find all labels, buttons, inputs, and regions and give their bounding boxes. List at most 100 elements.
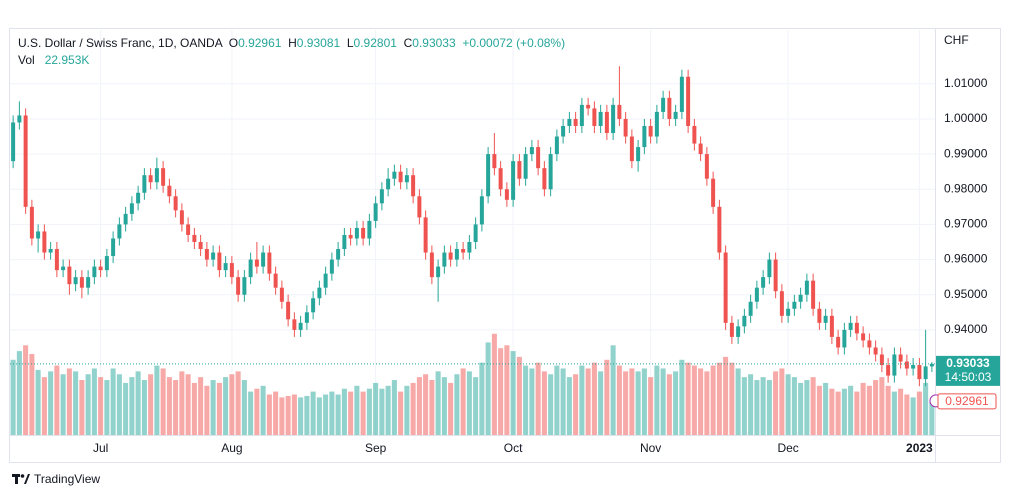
volume-bar <box>785 374 791 435</box>
candle-body <box>842 329 847 348</box>
candle-body <box>536 147 541 169</box>
volume-bar <box>479 362 485 435</box>
volume-bar <box>329 391 335 435</box>
volume-bar <box>166 377 172 435</box>
candle-body <box>323 273 328 288</box>
volume-bar <box>141 380 147 435</box>
candle-body <box>11 122 16 162</box>
volume-bar <box>779 368 785 435</box>
candle-body <box>211 252 216 260</box>
volume-bar <box>591 362 597 435</box>
candle-body <box>173 196 178 211</box>
volume-bar <box>385 385 391 435</box>
y-tick-label: 0.95000 <box>944 287 988 301</box>
candle-body <box>179 210 184 225</box>
volume-bar <box>485 342 491 435</box>
candle-body <box>379 189 384 204</box>
candle-body <box>467 241 472 253</box>
volume-bar <box>366 388 372 435</box>
prev-close-label: 0.92961 <box>945 394 989 408</box>
candle-body <box>117 224 122 239</box>
candle-body <box>67 266 72 285</box>
candle-body <box>486 154 491 197</box>
volume-bar <box>835 391 841 435</box>
candle-body <box>392 171 397 179</box>
volume-bar <box>904 394 910 435</box>
candle-body <box>36 231 41 239</box>
candle-body <box>567 118 572 126</box>
volume-bar <box>291 394 297 435</box>
volume-bar <box>810 377 816 435</box>
volume-bar <box>710 365 716 435</box>
candle-body <box>29 206 34 239</box>
volume-bar <box>398 391 404 435</box>
candle-layer <box>11 66 934 387</box>
candle-body <box>679 76 684 112</box>
volume-bar <box>523 365 529 435</box>
volume-bar <box>791 377 797 435</box>
candle-body <box>248 259 253 278</box>
candle-body <box>498 168 503 190</box>
volume-layer <box>10 333 935 435</box>
candle-body <box>61 266 66 271</box>
volume-bar <box>585 368 591 435</box>
candle-body <box>554 136 559 155</box>
volume-bar <box>716 362 722 435</box>
volume-bar <box>373 382 379 435</box>
candle-body <box>629 136 634 162</box>
volume-bar <box>354 385 360 435</box>
candle-body <box>811 280 816 309</box>
candle-body <box>448 252 453 260</box>
volume-bar <box>191 382 197 435</box>
change: +0.00072 (+0.08%) <box>462 36 566 50</box>
candle-body <box>892 354 897 376</box>
candle-body <box>604 111 609 134</box>
volume-bar <box>41 377 47 435</box>
y-tick-label: 0.98000 <box>944 181 988 195</box>
volume-bar <box>91 368 97 435</box>
volume-bar <box>873 380 879 435</box>
candle-body <box>867 340 872 348</box>
candle-body <box>386 178 391 190</box>
volume-bar <box>104 380 110 435</box>
candle-body <box>742 315 747 327</box>
candle-body <box>917 365 922 380</box>
candle-body <box>479 196 484 225</box>
prev-close-box <box>937 393 997 410</box>
candle-body <box>504 189 509 200</box>
volume-bar <box>885 385 891 435</box>
candle-body <box>42 231 47 253</box>
volume-bar <box>54 365 60 435</box>
y-tick-label: 0.96000 <box>944 252 988 266</box>
volume-bar <box>841 388 847 435</box>
volume-bar <box>29 354 35 435</box>
ohlc-value: 0.93081 <box>296 36 341 50</box>
candle-body <box>648 125 653 137</box>
volume-key: Vol <box>18 53 35 67</box>
volume-bar <box>698 368 704 435</box>
candle-body <box>823 315 828 323</box>
candle-body <box>586 104 591 109</box>
candle-body <box>461 249 466 253</box>
candle-body <box>192 234 197 242</box>
candle-body <box>398 171 403 183</box>
volume-bar <box>610 345 616 435</box>
volume-bar <box>735 368 741 435</box>
volume-bar <box>566 377 572 435</box>
volume-bar <box>229 374 235 435</box>
volume-bar <box>723 356 729 435</box>
volume-bar <box>204 385 210 435</box>
candle-body <box>442 252 447 267</box>
volume-bar <box>98 377 104 435</box>
volume-bar <box>829 388 835 435</box>
candle-body <box>492 154 497 169</box>
candle-body <box>404 175 409 183</box>
volume-bar <box>891 391 897 435</box>
price-unit: CHF <box>944 33 969 47</box>
volume-bar <box>660 368 666 435</box>
candle-body <box>579 104 584 126</box>
volume-bar <box>798 382 804 435</box>
volume-bar <box>23 345 29 435</box>
